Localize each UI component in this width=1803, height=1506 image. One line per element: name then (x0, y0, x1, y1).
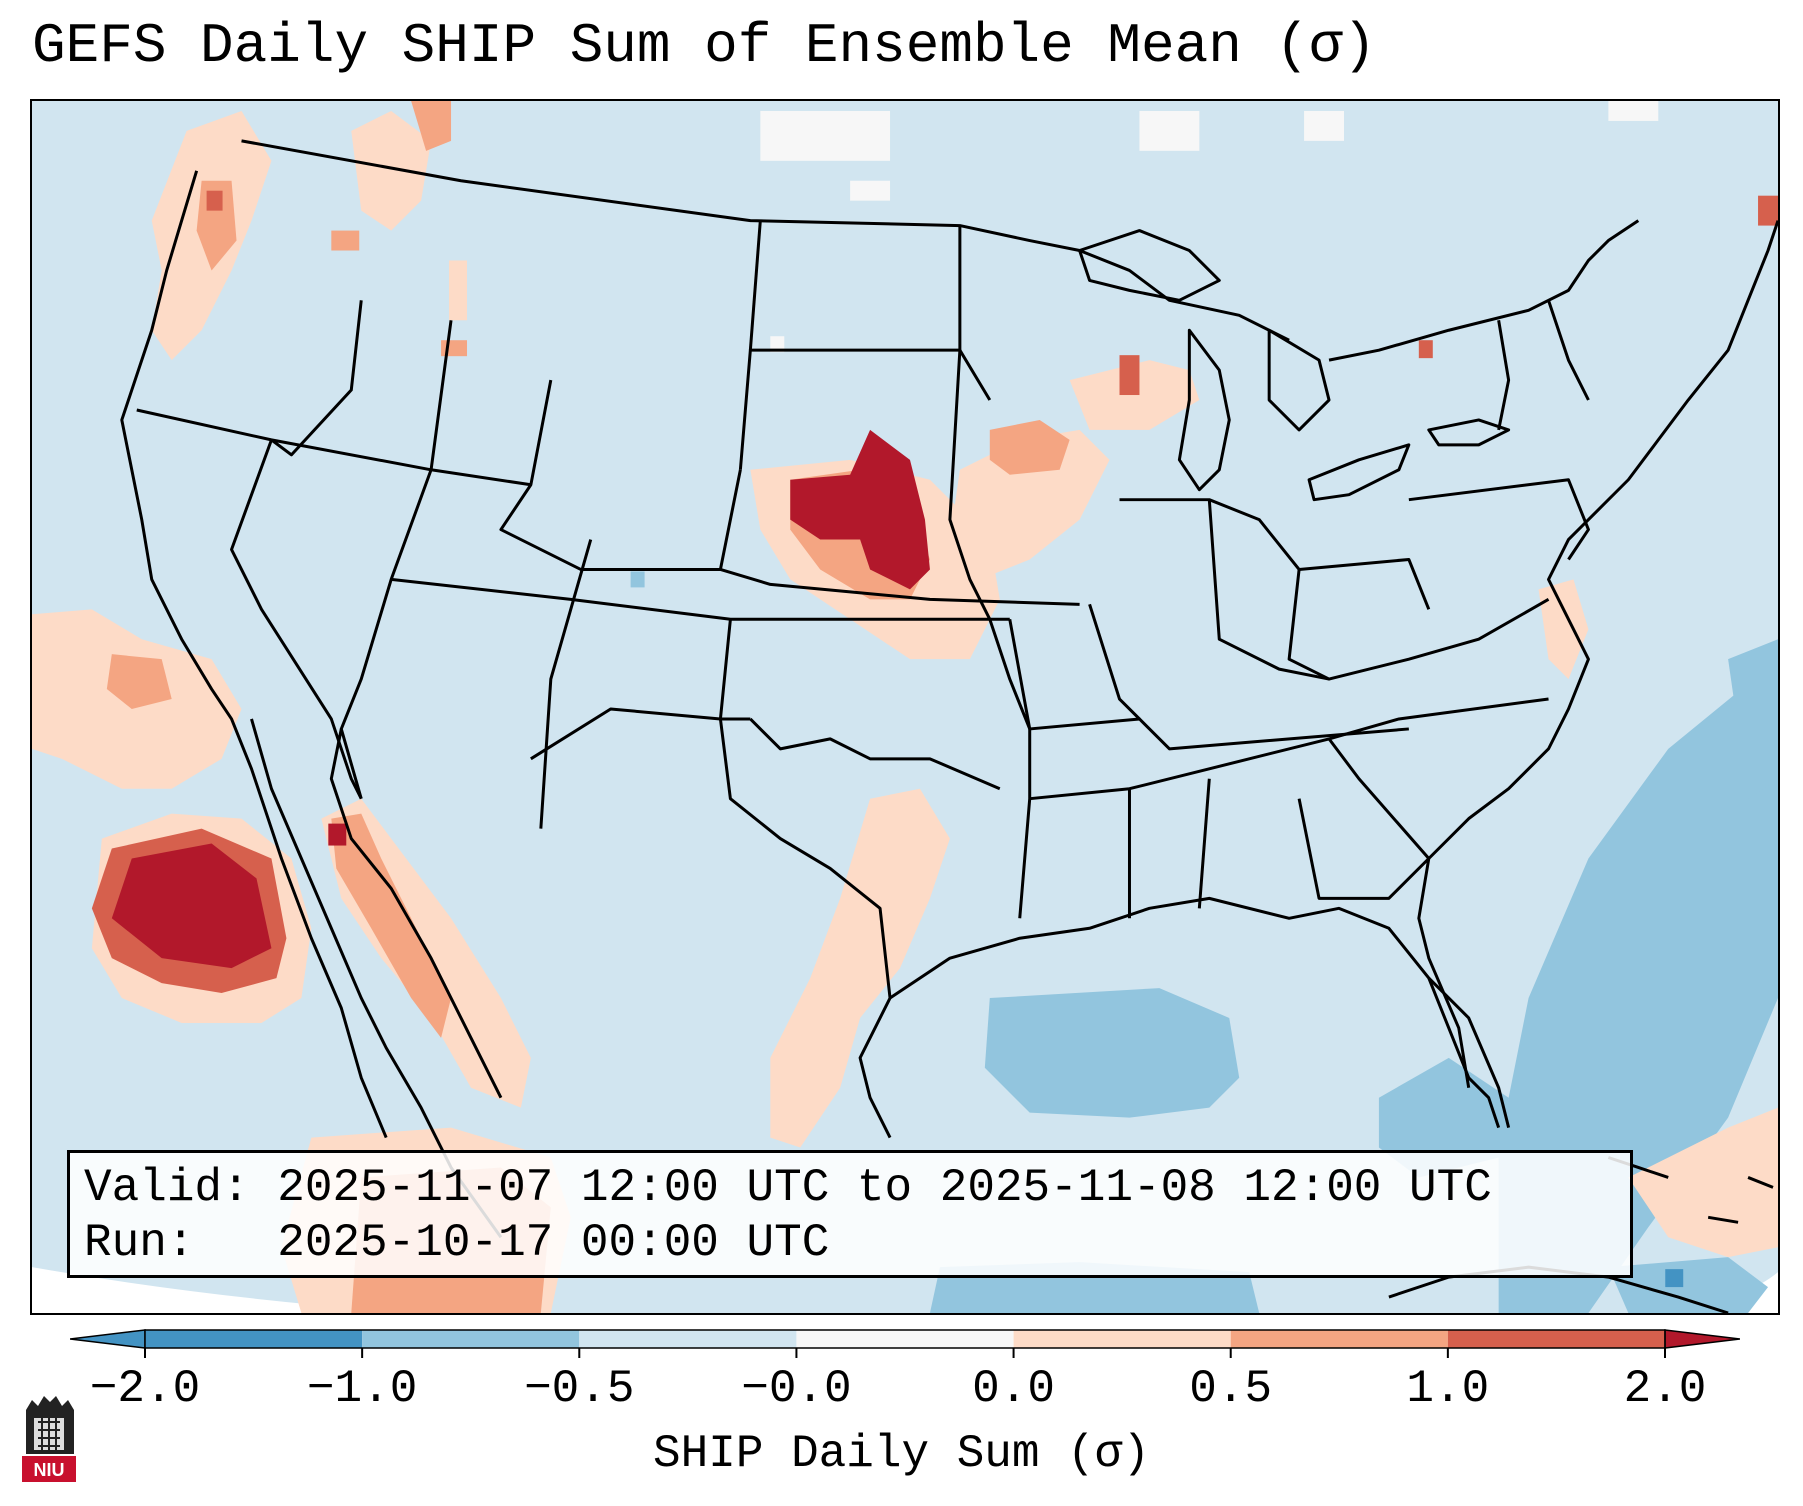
chart-title: GEFS Daily SHIP Sum of Ensemble Mean (σ) (32, 14, 1377, 78)
colorbar-segment (362, 1330, 580, 1348)
boundary-lines (120, 139, 1778, 1313)
state-line (719, 568, 1080, 606)
state-line (270, 300, 363, 457)
colorbar-segment (579, 1330, 797, 1348)
colorbar-outline (144, 1329, 1666, 1349)
colorbar-tick-label: −2.0 (89, 1363, 201, 1415)
lake-superior (1078, 229, 1221, 302)
state-line (1119, 498, 1330, 681)
colorbar-segment (1013, 1330, 1231, 1348)
neutral-layer (760, 101, 1659, 353)
state-line (1327, 737, 1430, 860)
colorbar-tick-label: −1.0 (306, 1363, 418, 1415)
colorbar-ticks (144, 1348, 1666, 1358)
baja-coastline (250, 718, 503, 1239)
valid-time-text: Valid: 2025-11-07 12:00 UTC to 2025-11-0… (84, 1162, 1492, 1214)
map-canvas (32, 101, 1778, 1313)
colorbar-tick-label: −0.5 (524, 1363, 635, 1415)
state-line (391, 577, 1010, 621)
state-line (1088, 603, 1141, 721)
colorbar-tick-label: 0.5 (1189, 1363, 1273, 1415)
state-line (1297, 798, 1430, 900)
state-line (1497, 320, 1511, 431)
lake-michigan (1177, 328, 1231, 492)
us-canada-border (241, 139, 1290, 342)
florida-coastline (1427, 977, 1511, 1128)
colorbar-segment (1447, 1330, 1665, 1348)
colorbar-segments (70, 1329, 1740, 1349)
logo-text: NIU (34, 1460, 65, 1480)
island-coastline (1747, 1176, 1774, 1189)
map-panel (30, 99, 1780, 1315)
colorbar-tick-label: 1.0 (1406, 1363, 1490, 1415)
state-line (748, 220, 762, 351)
colorbar-extend-low (70, 1329, 146, 1349)
atlantic-coastline (1417, 220, 1778, 1088)
state-line (499, 379, 742, 571)
island-coastline (1707, 1215, 1739, 1224)
state-line (749, 717, 1001, 791)
state-line (1197, 778, 1211, 909)
colorbar-label: SHIP Daily Sum (σ) (653, 1428, 1150, 1480)
colorbar-segment (145, 1330, 363, 1348)
state-line (1029, 697, 1549, 801)
lake-erie (1307, 443, 1411, 502)
mexico-west-coastline (329, 728, 503, 1099)
state-line (1547, 299, 1590, 401)
colorbar-tick-label: 0.0 (972, 1363, 1055, 1415)
colorbar-segment (1230, 1330, 1448, 1348)
pacific-coastline (120, 170, 388, 1139)
colorbar-extend-high (1664, 1329, 1740, 1349)
run-time-text: Run: 2025-10-17 00:00 UTC (84, 1217, 830, 1269)
colorbar-tick-label: 2.0 (1623, 1363, 1707, 1415)
state-line (1408, 478, 1590, 561)
state-line (738, 348, 992, 470)
university-logo-icon: NIU (22, 1396, 76, 1482)
lake-huron (1267, 328, 1331, 432)
state-line (1298, 557, 1431, 610)
colorbar-tick-label: −0.0 (741, 1363, 852, 1415)
state-line (539, 539, 593, 829)
state-line (530, 707, 721, 761)
state-line (339, 320, 453, 800)
colorbar (70, 1329, 1740, 1358)
state-line (948, 350, 1032, 919)
state-line (230, 439, 363, 800)
colorbar-segment (796, 1330, 1014, 1348)
lake-ontario (1427, 418, 1511, 447)
state-line (718, 718, 892, 999)
gulf-coastline (858, 896, 1501, 1139)
state-line (136, 408, 532, 487)
validity-info-box: Valid: 2025-11-07 12:00 UTC to 2025-11-0… (67, 1150, 1633, 1278)
state-line (1207, 499, 1550, 681)
